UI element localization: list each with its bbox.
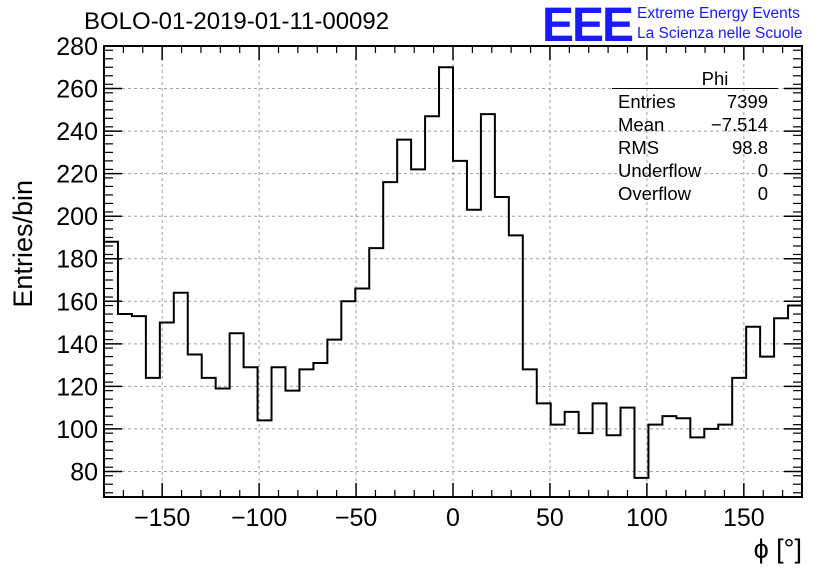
stats-value: 0	[757, 160, 768, 181]
stats-rows: Entries 7399 Mean −7.514 RMS 98.8 Underflow 0 Ov…	[612, 90, 778, 205]
stats-value: 98.8	[731, 137, 768, 158]
y-tick-label: 180	[56, 246, 98, 274]
y-axis-label: Entries/bin	[8, 180, 38, 308]
y-tick-label: 200	[56, 203, 98, 231]
x-tick-label: 0	[446, 504, 460, 532]
brand-text: Extreme Energy Events La Scienza nelle S…	[637, 4, 802, 44]
x-tick-label: 50	[536, 504, 564, 532]
y-tick-label: 220	[56, 161, 98, 189]
x-tick-label: −50	[335, 504, 377, 532]
plot-title: BOLO-01-2019-01-11-00092	[84, 8, 390, 35]
stats-label: RMS	[618, 137, 660, 158]
stats-value: 7399	[726, 91, 768, 112]
grid-lines	[104, 45, 802, 497]
y-tick-label: 160	[56, 288, 98, 316]
x-tick-label: −150	[134, 504, 190, 532]
stats-value: 0	[757, 183, 768, 204]
stats-box: Phi Entries 7399 Mean −7.514 RMS 98.8 Underflo…	[612, 68, 778, 205]
stats-divider	[612, 88, 778, 89]
stats-row: Mean −7.514	[612, 113, 778, 136]
tick-labels: −150 −100 −50 0 50 100 150 80 100 120 140 160 180 200…	[56, 33, 764, 532]
stats-row: Overflow 0	[612, 182, 778, 205]
stats-title: Phi	[701, 68, 729, 89]
brand-line-2: La Scienza nelle Scuole	[637, 25, 803, 42]
x-tick-label: 100	[626, 504, 668, 532]
eee-logo: EEE	[542, 0, 634, 52]
y-tick-label: 120	[56, 373, 98, 401]
brand-line-1: Extreme Energy Events	[637, 5, 800, 22]
x-axis-label: ϕ [°]	[753, 534, 802, 564]
y-tick-label: 80	[70, 458, 98, 486]
axis-ticks	[103, 45, 803, 497]
y-tick-label: 140	[56, 331, 98, 359]
y-tick-label: 260	[56, 76, 98, 104]
x-tick-label: 150	[723, 504, 765, 532]
y-axis-label-wrap: Entries/bin	[8, 180, 38, 310]
y-tick-label: 100	[56, 416, 98, 444]
y-tick-label: 240	[56, 118, 98, 146]
stats-label: Overflow	[618, 183, 691, 204]
stats-row: RMS 98.8	[612, 136, 778, 159]
stats-value: −7.514	[710, 114, 768, 135]
stats-row: Entries 7399	[612, 90, 778, 113]
stats-label: Mean	[618, 114, 665, 135]
y-tick-label: 280	[56, 33, 98, 61]
stats-row: Underflow 0	[612, 159, 778, 182]
x-tick-label: −100	[231, 504, 287, 532]
stats-label: Underflow	[618, 160, 702, 181]
histogram-line	[104, 66, 802, 479]
stats-label: Entries	[618, 91, 676, 112]
